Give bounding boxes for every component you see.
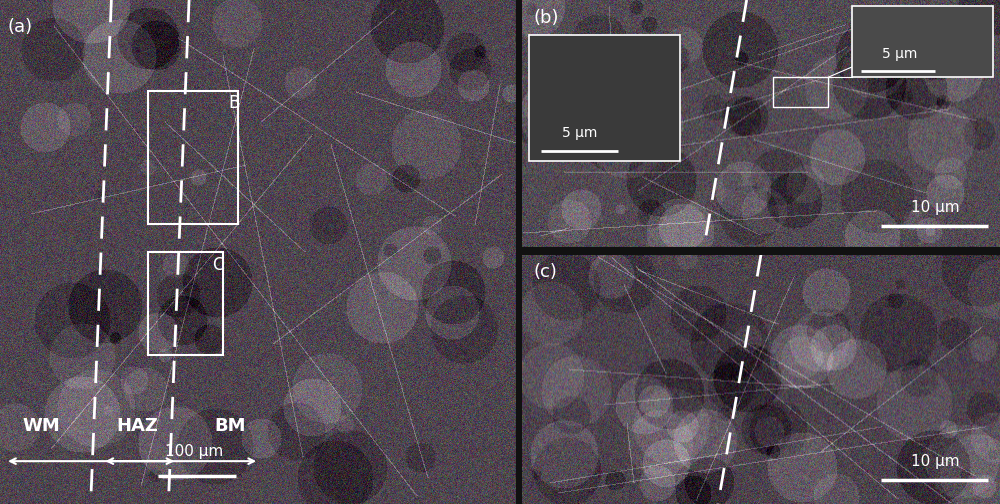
Text: BM: BM [215, 417, 246, 435]
Text: (b): (b) [534, 9, 559, 27]
Text: 10 μm: 10 μm [911, 454, 960, 469]
Text: (c): (c) [534, 263, 558, 281]
Bar [852, 6, 993, 77]
Bar [596, 71, 651, 100]
Text: (a): (a) [8, 18, 33, 36]
Text: WM: WM [23, 417, 60, 435]
Text: 10 μm: 10 μm [911, 200, 960, 215]
Bar [773, 77, 828, 107]
Text: 5 μm: 5 μm [882, 47, 917, 61]
Text: HAZ: HAZ [116, 417, 158, 435]
Text: C: C [212, 256, 224, 274]
Bar [148, 91, 238, 224]
Text: B: B [228, 94, 239, 112]
Bar [148, 252, 223, 355]
Text: 5 μm: 5 μm [562, 125, 597, 140]
Text: 100 μm: 100 μm [165, 444, 223, 459]
Bar [529, 35, 680, 161]
